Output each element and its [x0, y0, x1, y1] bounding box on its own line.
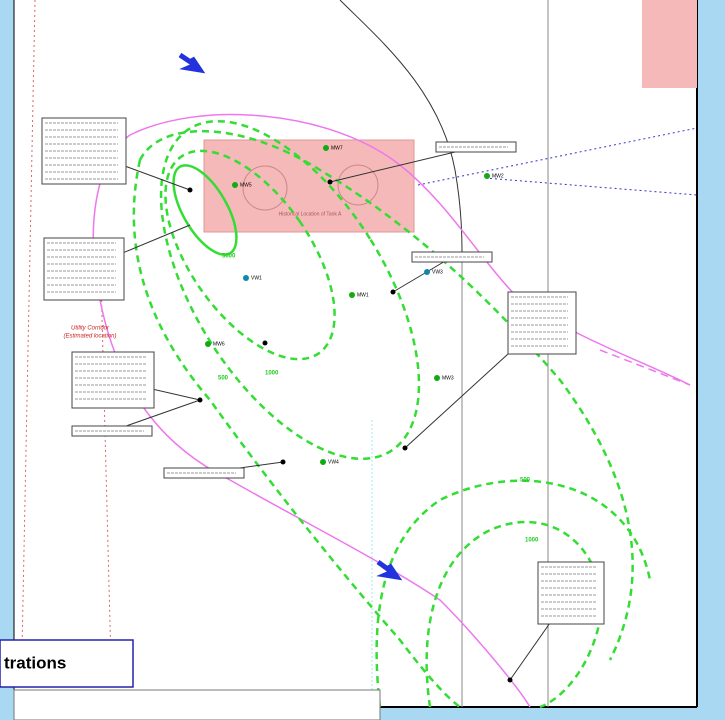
well-label: MW1: [357, 292, 369, 298]
well-label: MW2: [492, 173, 504, 179]
point: [390, 289, 396, 295]
well: [424, 269, 430, 275]
property-line: [599, 349, 691, 386]
well-label: MW5: [240, 182, 252, 188]
point: [327, 179, 333, 185]
corridor-label: Utility Corridor: [71, 326, 110, 332]
sample-box: [43, 237, 125, 301]
well: [205, 341, 211, 347]
contour: [164, 149, 336, 361]
sample-box: [71, 351, 155, 409]
flow-arrow: [376, 559, 403, 581]
contour: [132, 159, 461, 709]
contour-label: 500: [218, 376, 229, 382]
contour-label: 5000: [222, 254, 236, 260]
building: [642, 0, 697, 88]
point: [187, 187, 193, 193]
corridor-label: (Estimated location): [63, 334, 116, 340]
sample-box: [507, 291, 577, 355]
utility-corridor: [21, 0, 36, 651]
contour: [172, 164, 238, 256]
sample-box: [537, 561, 605, 625]
pipeline: [484, 177, 698, 196]
point: [507, 677, 513, 683]
leader-line: [392, 256, 453, 293]
utility-corridor: [99, 239, 113, 701]
tank: [242, 165, 288, 211]
tank-label: Historical Location of Tank A: [279, 211, 342, 217]
flow-arrow: [178, 52, 206, 74]
point: [402, 445, 408, 451]
legend-title: trations: [4, 653, 66, 672]
well: [232, 182, 238, 188]
well: [243, 275, 249, 281]
well: [349, 292, 355, 298]
well: [323, 145, 329, 151]
well: [320, 459, 326, 465]
title-block: [13, 689, 381, 720]
contour: [375, 479, 652, 708]
tank: [337, 164, 379, 206]
contour: [138, 129, 634, 661]
well-label: MW3: [442, 375, 454, 381]
well-label: VW3: [432, 269, 443, 275]
contour: [159, 119, 421, 461]
contour-label: 1000: [265, 371, 279, 377]
well-label: VW1: [251, 275, 262, 281]
point: [280, 459, 286, 465]
leader-line: [329, 146, 477, 183]
contour: [425, 520, 603, 709]
well-label: VW4: [328, 459, 339, 465]
well-label: MW6: [213, 341, 225, 347]
well: [484, 173, 490, 179]
point: [262, 340, 268, 346]
point: [197, 397, 203, 403]
well: [434, 375, 440, 381]
contour-label: 500: [520, 478, 531, 484]
well-label: MW7: [331, 145, 343, 151]
legend-box: [0, 639, 134, 688]
contour-label: 1000: [525, 538, 539, 544]
tank-area: [203, 139, 415, 233]
